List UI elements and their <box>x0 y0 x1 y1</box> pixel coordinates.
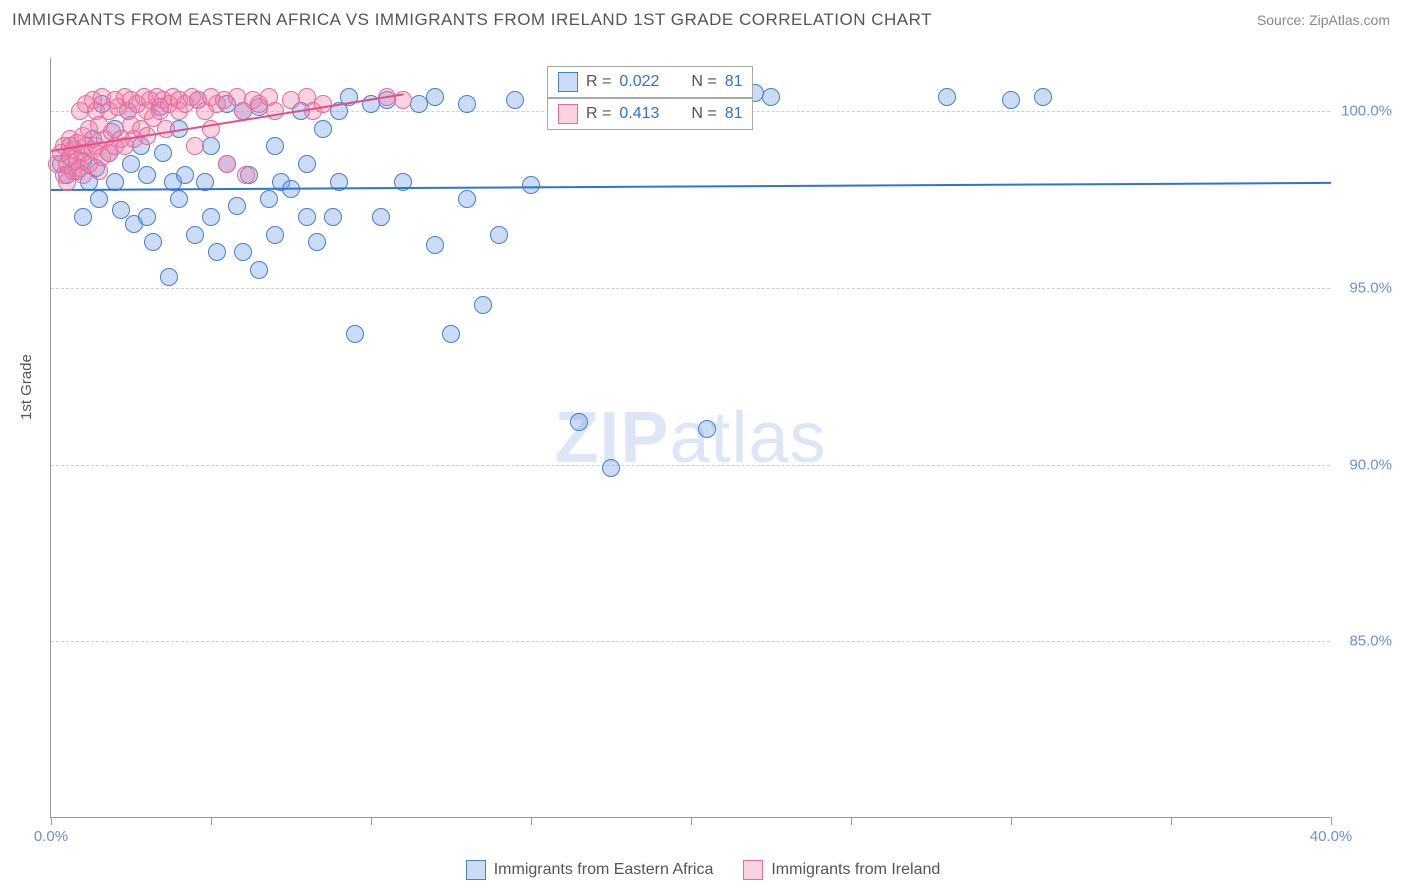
data-point <box>314 120 332 138</box>
data-point <box>570 413 588 431</box>
n-label: N = <box>691 73 716 91</box>
data-point <box>208 243 226 261</box>
data-point <box>602 459 620 477</box>
data-point <box>698 420 716 438</box>
x-tick <box>1171 817 1172 825</box>
x-tick <box>371 817 372 825</box>
y-tick-label: 95.0% <box>1349 279 1392 296</box>
data-point <box>260 190 278 208</box>
legend-swatch <box>558 72 578 92</box>
data-point <box>324 208 342 226</box>
r-value: 0.413 <box>619 105 669 123</box>
data-point <box>202 137 220 155</box>
data-point <box>234 243 252 261</box>
data-point <box>372 208 390 226</box>
legend-swatch-pink <box>743 860 763 880</box>
data-point <box>138 208 156 226</box>
stat-legend-row: R = 0.413 N = 81 <box>547 98 753 130</box>
data-point <box>474 296 492 314</box>
data-point <box>160 268 178 286</box>
x-tick <box>531 817 532 825</box>
y-axis-title: 1st Grade <box>18 354 35 420</box>
x-tick <box>691 817 692 825</box>
x-tick <box>1331 817 1332 825</box>
data-point <box>314 95 332 113</box>
data-point <box>237 166 255 184</box>
data-point <box>490 226 508 244</box>
data-point <box>298 155 316 173</box>
data-point <box>506 91 524 109</box>
source-label: Source: ZipAtlas.com <box>1257 12 1390 28</box>
stat-legend-row: R = 0.022 N = 81 <box>547 66 753 98</box>
gridline <box>51 641 1330 642</box>
title-bar: IMMIGRANTS FROM EASTERN AFRICA VS IMMIGR… <box>0 0 1406 34</box>
data-point <box>938 88 956 106</box>
y-tick-label: 90.0% <box>1349 456 1392 473</box>
data-point <box>250 261 268 279</box>
n-value: 81 <box>725 105 743 123</box>
data-point <box>186 137 204 155</box>
data-point <box>458 95 476 113</box>
data-point <box>426 88 444 106</box>
r-label: R = <box>586 105 611 123</box>
legend-item-eastern-africa: Immigrants from Eastern Africa <box>466 860 714 880</box>
data-point <box>308 233 326 251</box>
data-point <box>298 208 316 226</box>
data-point <box>144 233 162 251</box>
legend-swatch-blue <box>466 860 486 880</box>
data-point <box>522 176 540 194</box>
data-point <box>266 226 284 244</box>
data-point <box>458 190 476 208</box>
data-point <box>186 226 204 244</box>
y-tick-label: 100.0% <box>1341 103 1392 120</box>
r-value: 0.022 <box>619 73 669 91</box>
gridline <box>51 465 1330 466</box>
x-tick <box>1011 817 1012 825</box>
gridline <box>51 288 1330 289</box>
r-label: R = <box>586 73 611 91</box>
data-point <box>138 166 156 184</box>
bottom-legend: Immigrants from Eastern Africa Immigrant… <box>0 860 1406 880</box>
x-tick-label: 0.0% <box>34 828 68 845</box>
watermark-light: atlas <box>669 398 826 478</box>
legend-swatch <box>558 104 578 124</box>
data-point <box>170 190 188 208</box>
x-tick <box>851 817 852 825</box>
data-point <box>346 325 364 343</box>
data-point <box>202 208 220 226</box>
x-tick <box>211 817 212 825</box>
data-point <box>1034 88 1052 106</box>
data-point <box>90 190 108 208</box>
data-point <box>762 88 780 106</box>
legend-item-ireland: Immigrants from Ireland <box>743 860 940 880</box>
legend-label: Immigrants from Eastern Africa <box>494 861 714 879</box>
data-point <box>442 325 460 343</box>
data-point <box>74 208 92 226</box>
data-point <box>228 197 246 215</box>
x-tick-label: 40.0% <box>1310 828 1353 845</box>
data-point <box>176 166 194 184</box>
data-point <box>266 102 284 120</box>
chart-title: IMMIGRANTS FROM EASTERN AFRICA VS IMMIGR… <box>12 10 932 30</box>
plot-area: ZIPatlas 85.0%90.0%95.0%100.0%0.0%40.0%R… <box>50 58 1330 818</box>
data-point <box>122 155 140 173</box>
data-point <box>154 144 172 162</box>
data-point <box>426 236 444 254</box>
x-tick <box>51 817 52 825</box>
data-point <box>1002 91 1020 109</box>
n-label: N = <box>691 105 716 123</box>
data-point <box>157 120 175 138</box>
data-point <box>266 137 284 155</box>
legend-label: Immigrants from Ireland <box>771 861 940 879</box>
watermark: ZIPatlas <box>554 397 826 479</box>
y-tick-label: 85.0% <box>1349 633 1392 650</box>
n-value: 81 <box>725 73 743 91</box>
data-point <box>218 155 236 173</box>
